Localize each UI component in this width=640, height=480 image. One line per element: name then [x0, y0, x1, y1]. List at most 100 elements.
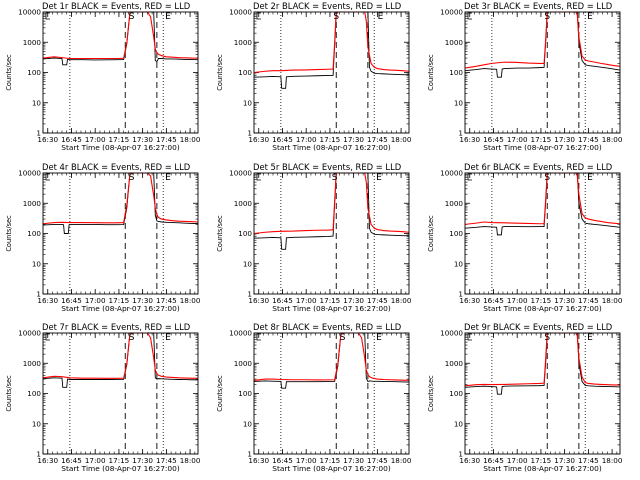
y-axis-label: Counts/sec [5, 215, 13, 252]
corner-bracket [467, 333, 472, 341]
y-tick-label: 10000 [440, 8, 463, 17]
x-tick-label: 17:30 [554, 296, 575, 305]
series-line-lld [254, 332, 409, 381]
x-tick-label: 16:30 [37, 135, 58, 144]
x-tick-label: 17:15 [109, 456, 130, 465]
x-axis-label: Start Time (08-Apr-07 16:27:00) [272, 464, 391, 473]
y-tick-label: 1 [247, 129, 252, 138]
x-tick-label: 16:30 [37, 456, 58, 465]
x-tick-label: 18:00 [391, 456, 412, 465]
y-tick-label: 100 [27, 229, 41, 238]
plot-frame [464, 332, 621, 455]
marker-e: E [376, 333, 382, 343]
x-tick-label: 16:30 [459, 296, 480, 305]
x-tick-label: 17:45 [367, 296, 388, 305]
marker-s: S [333, 12, 339, 22]
y-tick-label: 1000 [23, 359, 42, 368]
y-tick-label: 1000 [234, 38, 253, 47]
y-axis-label: Counts/sec [216, 375, 224, 412]
y-tick-label: 100 [27, 68, 41, 77]
y-tick-label: 10 [32, 259, 42, 268]
y-tick-label: 10 [243, 419, 253, 428]
y-axis-label: Counts/sec [427, 54, 435, 91]
y-tick-label: 10000 [440, 169, 463, 178]
marker-s: S [129, 333, 135, 343]
x-axis-label: Start Time (08-Apr-07 16:27:00) [483, 304, 602, 313]
x-tick-label: 16:30 [248, 296, 269, 305]
x-tick-label: 16:45 [483, 296, 504, 305]
x-axis-label: Start Time (08-Apr-07 16:27:00) [272, 143, 391, 152]
y-tick-label: 100 [449, 229, 463, 238]
marker-e: E [587, 173, 593, 183]
marker-s: S [544, 173, 550, 183]
series-line-lld [465, 11, 620, 69]
y-axis-label: Counts/sec [216, 215, 224, 252]
x-axis-label: Start Time (08-Apr-07 16:27:00) [61, 143, 180, 152]
x-tick-label: 17:30 [554, 135, 575, 144]
y-tick-label: 100 [238, 389, 252, 398]
x-tick-label: 16:45 [272, 135, 293, 144]
y-tick-label: 100 [238, 68, 252, 77]
y-tick-label: 10000 [18, 169, 41, 178]
x-tick-label: 17:30 [132, 456, 153, 465]
y-tick-label: 10000 [229, 329, 252, 338]
marker-e: E [165, 173, 171, 183]
x-tick-label: 18:00 [180, 456, 201, 465]
marker-s: S [544, 12, 550, 22]
chart-panel-5: Det 5r BLACK = Events, RED = LLD 1 10 100 10… [216, 162, 412, 313]
x-tick-label: 16:45 [272, 456, 293, 465]
y-tick-label: 10 [454, 98, 464, 107]
marker-s: S [340, 333, 346, 343]
x-tick-label: 18:00 [391, 135, 412, 144]
x-tick-label: 17:30 [343, 135, 364, 144]
x-tick-label: 17:15 [320, 456, 341, 465]
x-tick-label: 17:30 [343, 456, 364, 465]
x-tick-label: 17:45 [578, 296, 599, 305]
x-tick-label: 16:30 [37, 296, 58, 305]
plot-frame [253, 332, 410, 455]
x-tick-label: 17:00 [85, 135, 106, 144]
y-tick-label: 1000 [445, 38, 464, 47]
x-tick-label: 17:00 [296, 296, 317, 305]
x-axis-label: Start Time (08-Apr-07 16:27:00) [483, 464, 602, 473]
chart-title: Det 1r BLACK = Events, RED = LLD [42, 1, 190, 11]
plot-frame [42, 332, 199, 455]
corner-bracket [256, 173, 261, 181]
x-tick-label: 17:15 [320, 296, 341, 305]
x-axis-label: Start Time (08-Apr-07 16:27:00) [61, 464, 180, 473]
x-tick-label: 18:00 [180, 135, 201, 144]
marker-e: E [587, 12, 593, 22]
marker-s: S [129, 173, 135, 183]
x-axis-label: Start Time (08-Apr-07 16:27:00) [61, 304, 180, 313]
y-axis-label: Counts/sec [427, 375, 435, 412]
x-tick-label: 16:45 [483, 135, 504, 144]
y-tick-label: 10000 [229, 8, 252, 17]
y-tick-label: 10000 [229, 169, 252, 178]
y-tick-label: 100 [27, 389, 41, 398]
y-tick-label: 1 [458, 450, 463, 459]
marker-e: E [165, 333, 171, 343]
chart-title: Det 8r BLACK = Events, RED = LLD [253, 322, 401, 332]
y-axis-label: Counts/sec [5, 54, 13, 91]
marker-e: E [376, 173, 382, 183]
x-axis-label: Start Time (08-Apr-07 16:27:00) [272, 304, 391, 313]
x-tick-label: 17:00 [507, 296, 528, 305]
x-tick-label: 17:00 [507, 456, 528, 465]
corner-bracket [45, 333, 50, 341]
chart-title: Det 5r BLACK = Events, RED = LLD [253, 162, 401, 172]
plot-frame [464, 172, 621, 295]
y-axis-label: Counts/sec [5, 375, 13, 412]
x-tick-label: 16:45 [483, 456, 504, 465]
chart-panel-3: Det 3r BLACK = Events, RED = LLD 1 10 100 10… [427, 1, 623, 152]
x-tick-label: 17:15 [531, 296, 552, 305]
chart-panel-7: Det 7r BLACK = Events, RED = LLD 1 10 100 10… [5, 322, 201, 473]
marker-e: E [378, 12, 384, 22]
x-tick-label: 17:15 [531, 456, 552, 465]
x-tick-label: 17:45 [367, 456, 388, 465]
x-tick-label: 17:45 [156, 456, 177, 465]
y-tick-label: 100 [449, 68, 463, 77]
y-tick-label: 10 [32, 98, 42, 107]
corner-bracket [467, 12, 472, 20]
x-tick-label: 16:45 [61, 296, 82, 305]
